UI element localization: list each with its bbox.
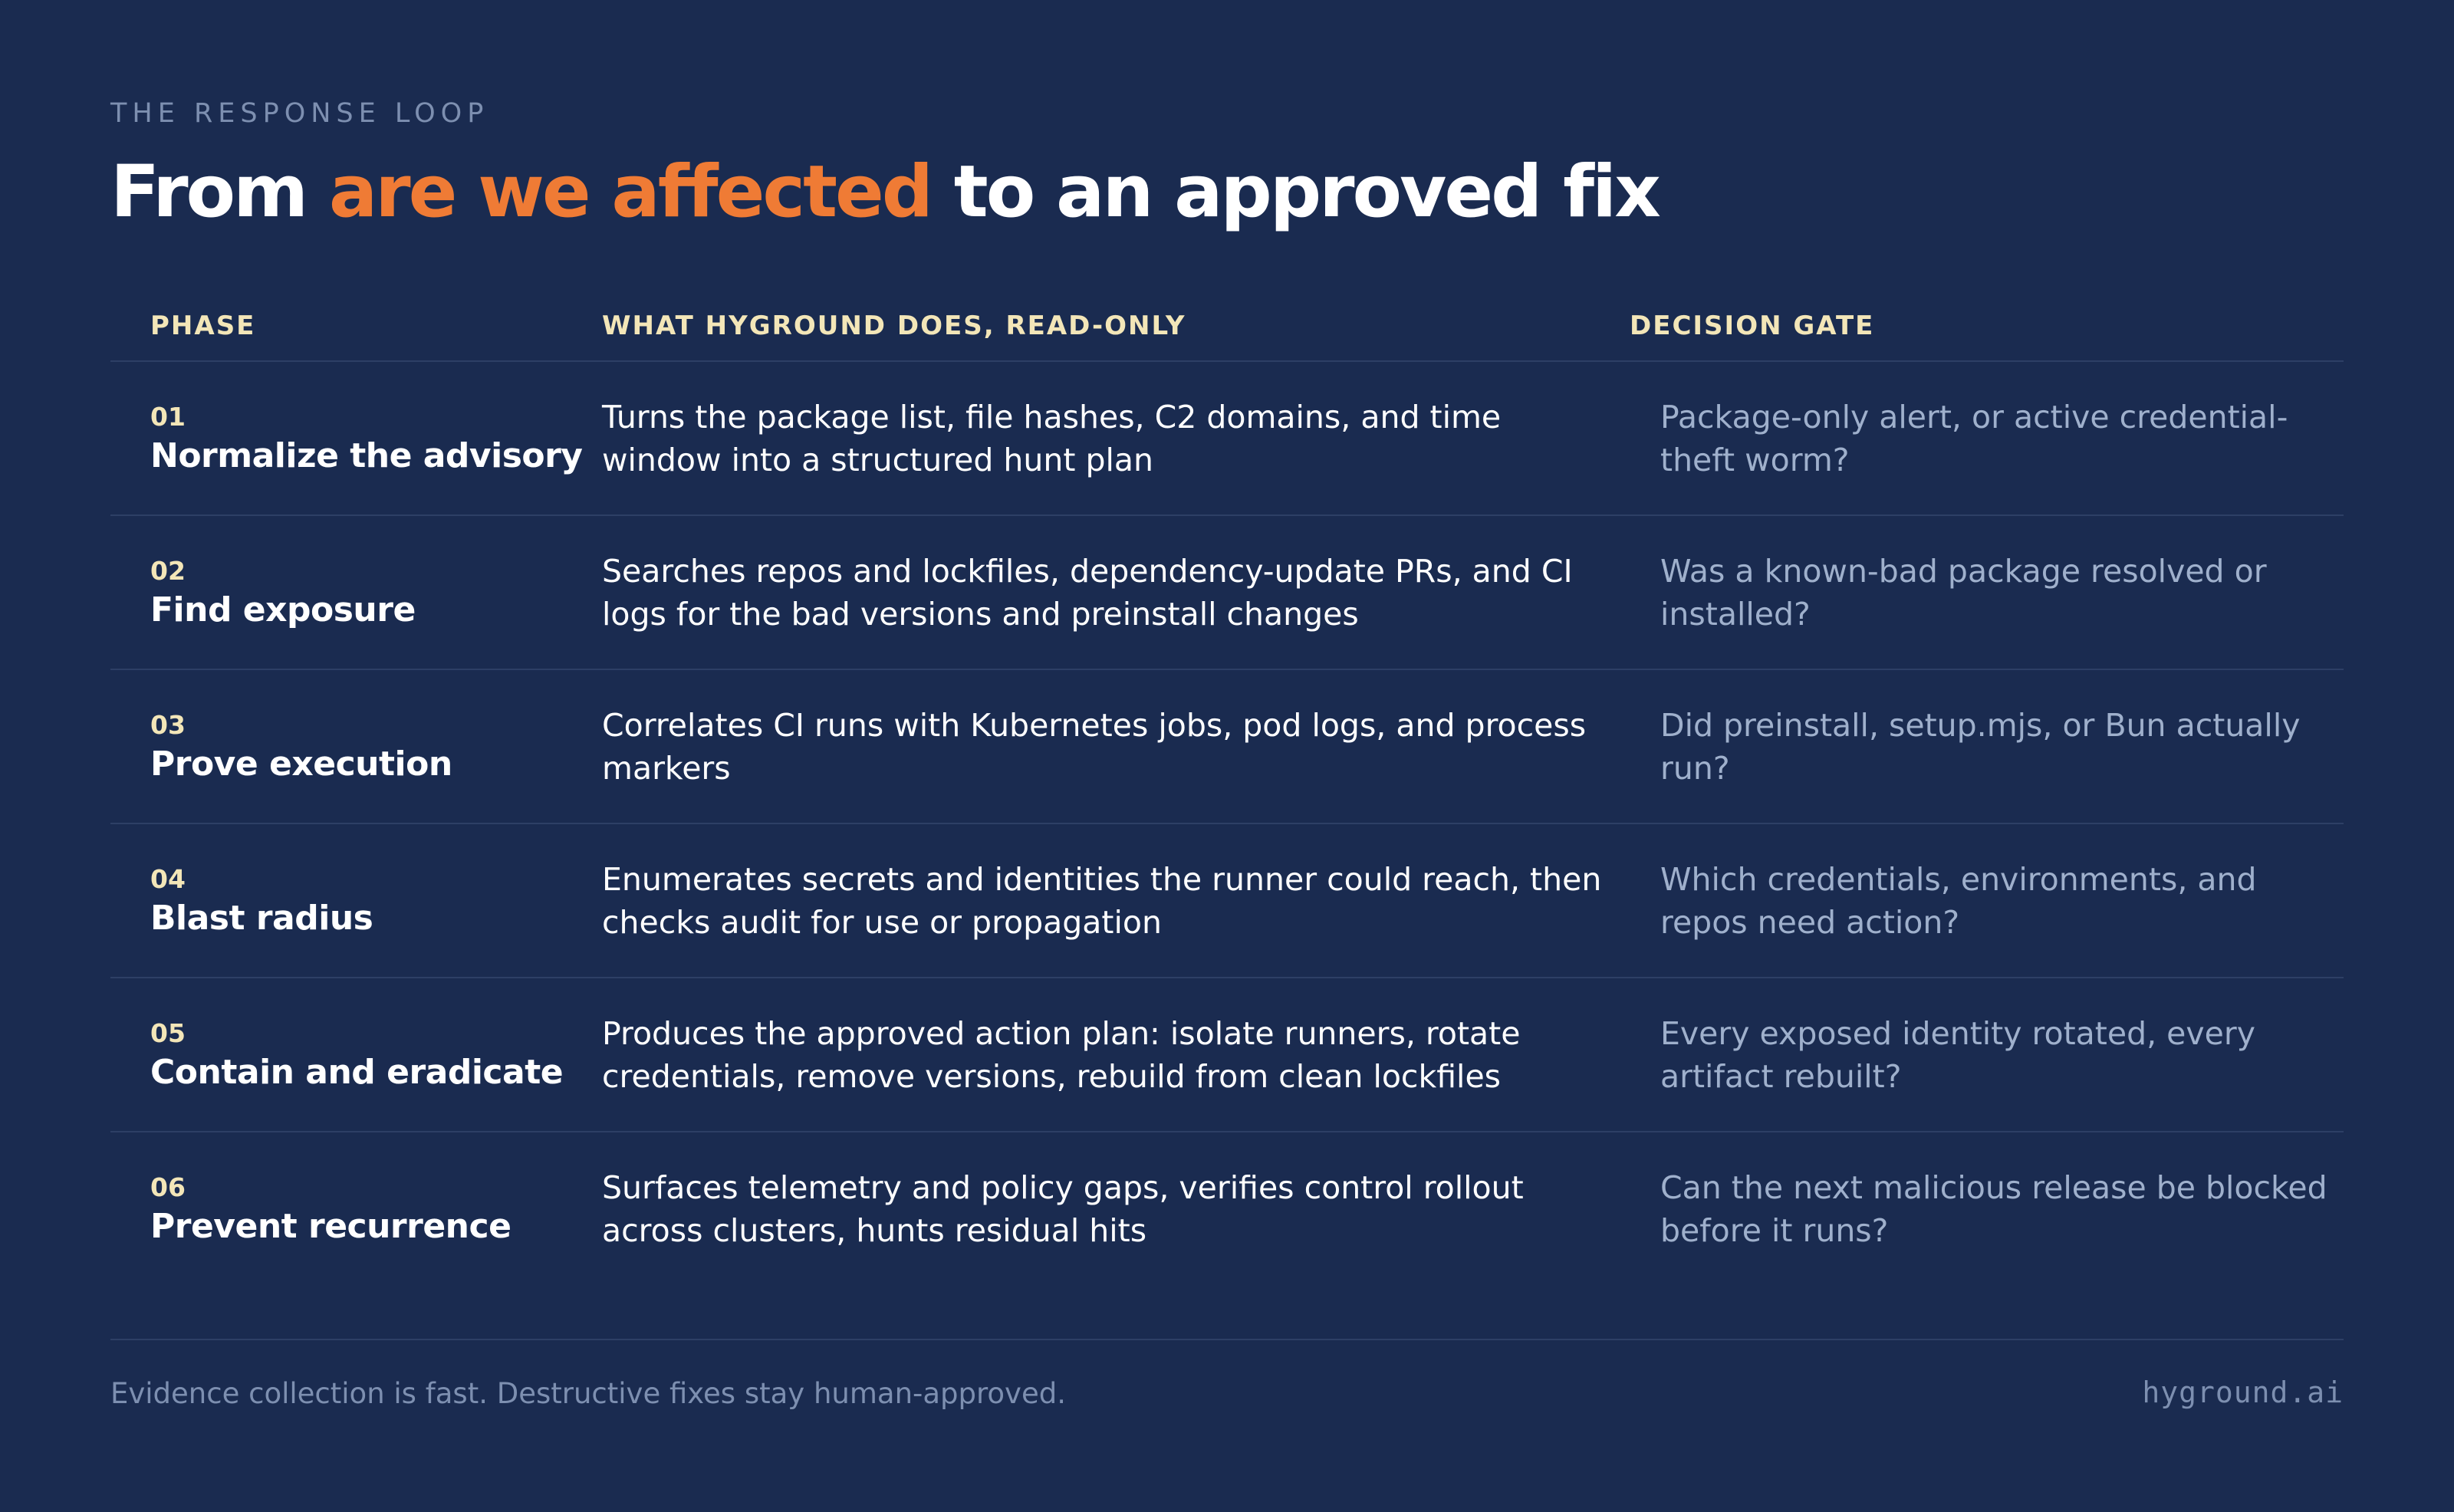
response-loop-table: PHASE WHAT HYGROUND DOES, READ-ONLY DECI…: [110, 291, 2344, 1285]
phase-name: Prove execution: [150, 744, 452, 784]
title-part-2: to an approved fix: [931, 150, 1661, 234]
phase-name: Find exposure: [150, 590, 416, 629]
table-row: 02 Find exposure Searches repos and lock…: [110, 516, 2344, 670]
phase-cell: 01 Normalize the advisory: [110, 402, 602, 475]
phase-number: 05: [150, 1017, 186, 1048]
phase-name: Normalize the advisory: [150, 436, 583, 475]
phase-name: Contain and eradicate: [150, 1052, 564, 1092]
does-cell: Turns the package list, file hashes, C2 …: [602, 398, 1502, 478]
phase-name: Prevent recurrence: [150, 1206, 512, 1246]
gate-cell: Every exposed identity rotated, every ar…: [1660, 1014, 2255, 1095]
phase-cell: 02 Find exposure: [110, 556, 602, 629]
table-row: 01 Normalize the advisory Turns the pack…: [110, 362, 2344, 516]
title-accent: are we affected: [328, 150, 933, 234]
phase-cell: 03 Prove execution: [110, 710, 602, 784]
table-row: 06 Prevent recurrence Surfaces telemetry…: [110, 1132, 2344, 1285]
brand-link[interactable]: hyground.ai: [2142, 1376, 2344, 1409]
phase-cell: 05 Contain and eradicate: [110, 1018, 602, 1092]
page-title: From are we affected to an approved fix: [110, 150, 1661, 234]
does-cell: Correlates CI runs with Kubernetes jobs,…: [602, 706, 1587, 787]
header-phase: PHASE: [150, 311, 256, 341]
phase-number: 02: [150, 555, 186, 586]
gate-cell: Package-only alert, or active credential…: [1660, 398, 2288, 478]
does-cell: Surfaces telemetry and policy gaps, veri…: [602, 1169, 1524, 1249]
table-header: PHASE WHAT HYGROUND DOES, READ-ONLY DECI…: [110, 291, 2344, 362]
does-cell: Produces the approved action plan: isola…: [602, 1014, 1521, 1095]
phase-name: Blast radius: [150, 898, 373, 938]
footer-note: Evidence collection is fast. Destructive…: [110, 1377, 1066, 1410]
phase-number: 03: [150, 709, 186, 740]
phase-number: 01: [150, 401, 186, 432]
table-row: 04 Blast radius Enumerates secrets and i…: [110, 824, 2344, 978]
phase-cell: 06 Prevent recurrence: [110, 1172, 602, 1246]
gate-cell: Did preinstall, setup.mjs, or Bun actual…: [1660, 706, 2301, 787]
table-row: 05 Contain and eradicate Produces the ap…: [110, 978, 2344, 1132]
does-cell: Searches repos and lockfiles, dependency…: [602, 552, 1573, 633]
gate-cell: Was a known-bad package resolved or inst…: [1660, 552, 2267, 633]
title-part-1: From: [110, 150, 329, 234]
table-row: 03 Prove execution Correlates CI runs wi…: [110, 670, 2344, 824]
phase-number: 04: [150, 863, 186, 894]
footer-divider: [110, 1339, 2344, 1340]
gate-cell: Can the next malicious release be blocke…: [1660, 1169, 2327, 1249]
phase-number: 06: [150, 1172, 186, 1202]
gate-cell: Which credentials, environments, and rep…: [1660, 860, 2257, 941]
does-cell: Enumerates secrets and identities the ru…: [602, 860, 1602, 941]
header-what-hyground-does: WHAT HYGROUND DOES, READ-ONLY: [602, 311, 1186, 341]
header-decision-gate: DECISION GATE: [1630, 311, 1875, 341]
phase-cell: 04 Blast radius: [110, 864, 602, 938]
eyebrow-label: THE RESPONSE LOOP: [110, 98, 489, 129]
